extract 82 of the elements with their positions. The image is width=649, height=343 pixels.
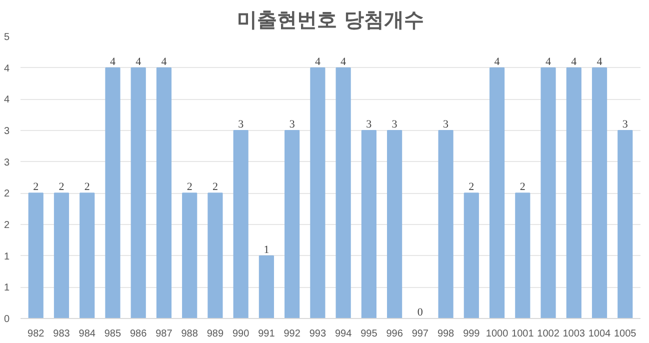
x-tick-label: 997	[412, 328, 429, 340]
bar	[105, 67, 120, 318]
data-label: 4	[136, 56, 142, 68]
x-tick-label: 1001	[512, 328, 534, 340]
bar	[540, 67, 556, 318]
x-tick-label: 996	[386, 328, 404, 340]
bar	[387, 130, 402, 318]
x-tick-label: 990	[232, 328, 250, 340]
x-tick-label: 986	[130, 328, 148, 340]
data-label: 4	[571, 56, 578, 68]
x-tick-label: 999	[463, 328, 480, 340]
x-tick-label: 992	[284, 328, 301, 340]
data-label: 4	[596, 56, 603, 68]
bar	[284, 130, 300, 318]
data-label: 1	[264, 244, 270, 256]
x-tick-label: 1002	[537, 328, 560, 340]
bar	[489, 67, 505, 318]
bar	[361, 130, 376, 318]
x-tick-label: 985	[104, 328, 122, 340]
bar	[54, 192, 70, 318]
y-tick-label: 2	[4, 188, 10, 200]
bar	[310, 67, 326, 318]
bar	[130, 67, 146, 318]
x-tick-label: 1000	[486, 328, 509, 340]
data-label: 3	[622, 118, 628, 130]
bar	[515, 192, 530, 318]
bar	[618, 130, 633, 318]
data-label: 3	[238, 118, 244, 130]
data-label: 2	[58, 181, 64, 194]
x-tick-label: 1004	[588, 328, 612, 340]
y-tick-label: 5	[4, 32, 10, 43]
data-label: 0	[417, 306, 424, 318]
data-label: 4	[494, 56, 500, 68]
bar	[438, 130, 454, 318]
data-label: 3	[392, 118, 398, 130]
y-tick-label: 4	[4, 63, 10, 74]
data-label: 3	[289, 118, 296, 130]
bar	[182, 192, 198, 318]
x-tick-label: 987	[156, 328, 173, 340]
data-label: 2	[468, 181, 474, 194]
x-tick-label: 983	[53, 328, 70, 340]
x-tick-label: 1003	[562, 328, 586, 340]
x-tick-label: 993	[309, 328, 326, 340]
x-tick-label: 994	[334, 328, 352, 340]
data-label: 4	[161, 56, 168, 68]
bar	[336, 67, 351, 318]
x-tick-label: 989	[206, 328, 224, 340]
bar	[592, 67, 608, 318]
bar	[156, 67, 172, 318]
x-tick-label: 1005	[614, 328, 637, 340]
x-tick-label: 988	[181, 328, 198, 340]
data-label: 2	[212, 181, 218, 194]
bar	[258, 255, 274, 318]
x-tick-label: 995	[360, 328, 378, 340]
bar	[233, 130, 248, 318]
data-label: 4	[110, 56, 116, 68]
data-label: 4	[546, 56, 552, 68]
bar	[208, 192, 223, 318]
bar	[28, 192, 44, 318]
y-tick-label: 3	[4, 157, 10, 168]
x-tick-label: 984	[78, 328, 96, 340]
y-tick-label: 0	[4, 314, 10, 325]
bar	[464, 192, 479, 318]
data-label: 3	[366, 118, 372, 130]
x-tick-label: 998	[437, 328, 455, 340]
bar	[80, 192, 95, 318]
data-label: 4	[340, 56, 347, 68]
chart-title: 미출현번호 당첨개수	[237, 8, 424, 32]
data-label: 3	[443, 118, 450, 130]
data-label: 4	[314, 56, 321, 68]
y-tick-label: 2	[4, 220, 10, 231]
y-tick-label: 1	[4, 251, 10, 262]
y-tick-label: 1	[4, 282, 10, 294]
bar	[566, 67, 582, 318]
data-label: 2	[520, 181, 526, 194]
data-label: 2	[33, 181, 39, 194]
data-label: 2	[186, 181, 192, 194]
y-tick-label: 4	[4, 94, 10, 106]
y-tick-label: 3	[4, 126, 10, 137]
data-label: 2	[84, 181, 90, 194]
x-tick-label: 991	[258, 328, 276, 340]
x-tick-label: 982	[28, 328, 45, 340]
